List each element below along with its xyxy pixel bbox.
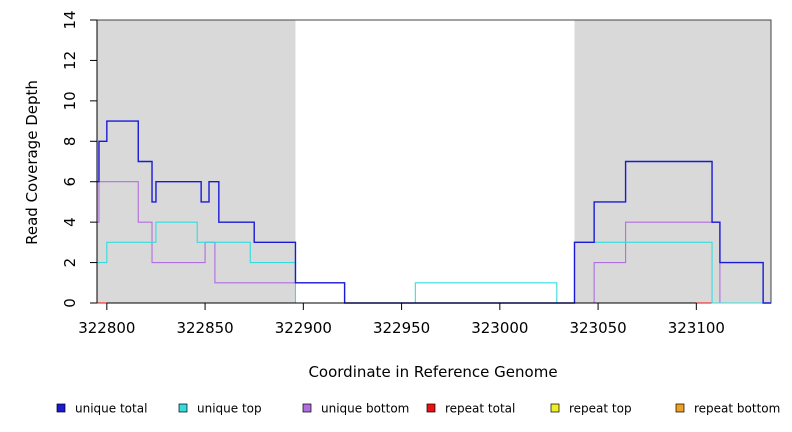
shaded-region-1 bbox=[97, 20, 296, 303]
x-tick-label: 323100 bbox=[668, 319, 725, 337]
y-tick-label: 8 bbox=[61, 137, 79, 147]
x-tick-label: 322800 bbox=[78, 319, 135, 337]
legend-swatch-unique-total bbox=[56, 403, 66, 413]
x-tick-label: 322950 bbox=[373, 319, 430, 337]
x-axis: 322800 322850 322900 322950 323000 323050 3231… bbox=[78, 302, 725, 337]
x-tick-label: 323000 bbox=[471, 319, 528, 337]
y-axis: 0 2 4 6 8 10 12 14 bbox=[61, 10, 98, 308]
legend-label-unique-bottom: unique bottom bbox=[321, 402, 409, 416]
y-tick-label: 10 bbox=[61, 91, 79, 110]
legend-swatch-unique-bottom bbox=[302, 403, 312, 413]
y-tick-label: 0 bbox=[61, 298, 79, 308]
series-line-unique-total bbox=[97, 120, 771, 304]
x-tick-label: 323050 bbox=[569, 319, 626, 337]
y-tick-label: 12 bbox=[61, 51, 79, 70]
legend-label-unique-top: unique top bbox=[197, 402, 262, 416]
y-tick-label: 14 bbox=[61, 10, 79, 29]
legend-swatch-repeat-top bbox=[550, 403, 560, 413]
legend-label-repeat-top: repeat top bbox=[569, 402, 632, 416]
y-tick-label: 2 bbox=[61, 258, 79, 268]
y-axis-label: Read Coverage Depth bbox=[23, 80, 41, 245]
x-axis-label: Coordinate in Reference Genome bbox=[308, 363, 557, 381]
legend-swatch-repeat-bottom bbox=[675, 403, 685, 413]
legend: unique total unique top unique bottom repea… bbox=[56, 402, 780, 416]
y-tick-label: 6 bbox=[61, 177, 79, 187]
y-tick-label: 4 bbox=[61, 217, 79, 227]
legend-label-repeat-total: repeat total bbox=[445, 402, 515, 416]
legend-swatch-unique-top bbox=[178, 403, 188, 413]
x-tick-label: 322850 bbox=[176, 319, 233, 337]
legend-label-repeat-bottom: repeat bottom bbox=[694, 402, 780, 416]
legend-swatch-repeat-total bbox=[426, 403, 436, 413]
x-tick-label: 322900 bbox=[275, 319, 332, 337]
legend-label-unique-total: unique total bbox=[75, 402, 147, 416]
